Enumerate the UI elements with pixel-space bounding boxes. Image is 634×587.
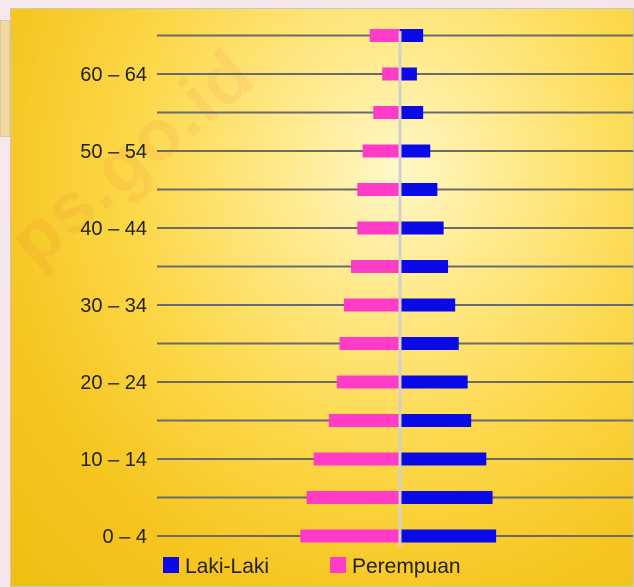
bar-perempuan <box>357 221 400 235</box>
legend-label-perempuan: Perempuan <box>352 555 461 578</box>
legend: Laki-Laki Perempuan <box>163 555 461 578</box>
bar-perempuan <box>373 106 400 119</box>
y-tick-label: 0 – 4 <box>103 526 147 548</box>
bar-perempuan <box>351 260 400 273</box>
y-tick-label: 10 – 14 <box>80 449 147 471</box>
bar-perempuan <box>306 491 400 504</box>
bar-perempuan <box>357 183 400 196</box>
bar-perempuan <box>339 337 400 350</box>
plot-area: ps.go.id 0 – 4 10 – 14 20 – 24 30 – 34 40 – … <box>10 8 634 587</box>
population-pyramid-chart: 0 – 4 10 – 14 20 – 24 30 – 34 40 – 44 50 – 54… <box>80 29 633 578</box>
bar-perempuan <box>336 375 400 389</box>
bar-laki-laki <box>400 452 487 466</box>
y-tick-label: 40 – 44 <box>80 218 147 240</box>
bar-perempuan <box>343 298 400 312</box>
bar-laki-laki <box>400 221 444 235</box>
bar-laki-laki <box>400 414 472 427</box>
bar-perempuan <box>369 29 400 42</box>
bar-perempuan <box>313 452 400 466</box>
y-tick-label: 60 – 64 <box>80 64 147 86</box>
y-tick-labels: 0 – 4 10 – 14 20 – 24 30 – 34 40 – 44 50 – 54… <box>80 64 147 548</box>
bar-laki-laki <box>400 183 438 196</box>
y-tick-label: 50 – 54 <box>80 141 147 163</box>
bar-laki-laki <box>400 106 424 119</box>
y-tick-label: 20 – 24 <box>80 372 147 394</box>
legend-swatch-perempuan <box>330 557 346 573</box>
bar-laki-laki <box>400 529 497 543</box>
bar-laki-laki <box>400 144 431 158</box>
bar-perempuan <box>328 414 400 427</box>
bar-laki-laki <box>400 337 459 350</box>
bar-laki-laki <box>400 375 468 389</box>
bar-perempuan <box>300 529 400 543</box>
bars <box>300 29 497 543</box>
legend-label-laki-laki: Laki-Laki <box>185 555 269 578</box>
y-tick-label: 30 – 34 <box>80 295 147 317</box>
bar-laki-laki <box>400 260 449 273</box>
bar-perempuan <box>362 144 400 158</box>
left-edge-strip <box>0 20 10 137</box>
bar-laki-laki <box>400 491 493 504</box>
legend-swatch-laki-laki <box>163 557 179 573</box>
bar-laki-laki <box>400 29 424 42</box>
bar-laki-laki <box>400 298 456 312</box>
bar-perempuan <box>382 67 400 81</box>
bar-laki-laki <box>400 67 417 81</box>
